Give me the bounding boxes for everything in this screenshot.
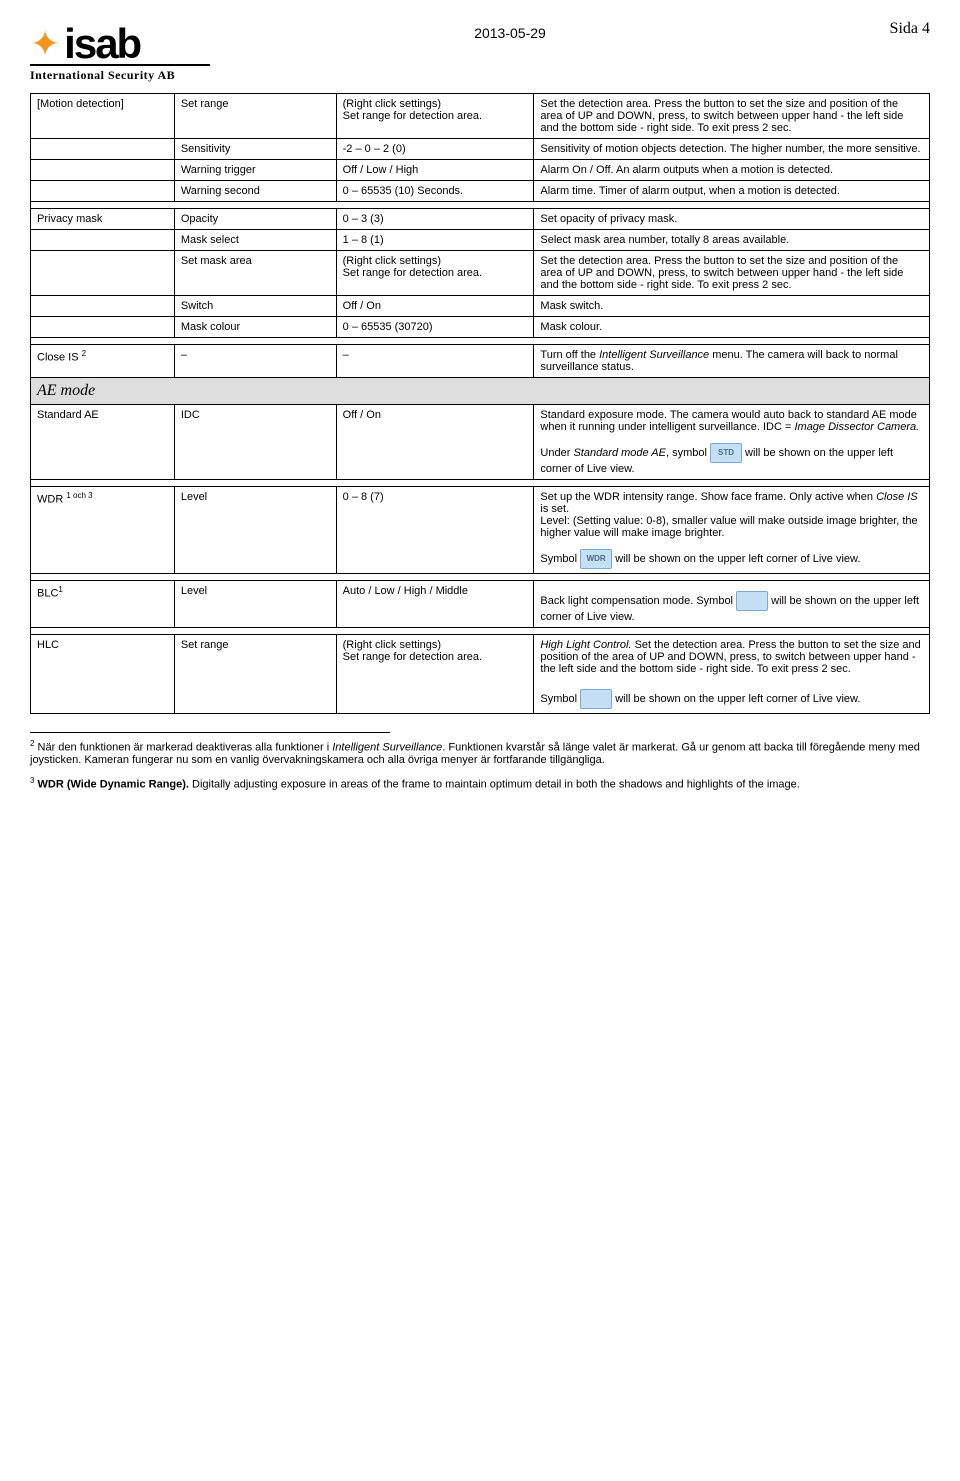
logo-text: isab: [64, 20, 140, 68]
cell: [31, 251, 175, 296]
spacer-row: [31, 202, 930, 209]
cell: Alarm On / Off. An alarm outputs when a …: [534, 160, 930, 181]
cell: Set mask area: [174, 251, 336, 296]
cell: 0 – 65535 (10) Seconds.: [336, 181, 534, 202]
cell: Back light compensation mode. Symbol wil…: [534, 581, 930, 628]
cell: HLC: [31, 635, 175, 714]
cell: Warning trigger: [174, 160, 336, 181]
logo: ✦ isab International Security AB: [30, 20, 210, 83]
cell: Standard AE: [31, 405, 175, 480]
cell: Switch: [174, 296, 336, 317]
cell: 0 – 3 (3): [336, 209, 534, 230]
cell: Mask colour.: [534, 317, 930, 338]
cell: [31, 160, 175, 181]
cell: -2 – 0 – 2 (0): [336, 139, 534, 160]
footnotes: 2 När den funktionen är markerad deaktiv…: [30, 739, 930, 790]
cell: –: [174, 345, 336, 378]
cell: Level: [174, 487, 336, 574]
header-page: Sida 4: [810, 20, 930, 38]
cell: [31, 230, 175, 251]
cell: [31, 296, 175, 317]
cell: Privacy mask: [31, 209, 175, 230]
cell: [31, 317, 175, 338]
cell: 0 – 65535 (30720): [336, 317, 534, 338]
star-icon: ✦: [30, 33, 60, 55]
blc-icon: [736, 591, 768, 611]
cell: Set range: [174, 94, 336, 139]
table-row: Switch Off / On Mask switch.: [31, 296, 930, 317]
cell: [Motion detection]: [31, 94, 175, 139]
cell: Alarm time. Timer of alarm output, when …: [534, 181, 930, 202]
header-date: 2013-05-29: [210, 20, 810, 41]
cell: (Right click settings) Set range for det…: [336, 251, 534, 296]
table-row: Privacy mask Opacity 0 – 3 (3) Set opaci…: [31, 209, 930, 230]
table-row: BLC1 Level Auto / Low / High / Middle Ba…: [31, 581, 930, 628]
cell: Mask switch.: [534, 296, 930, 317]
table-row: Mask select 1 – 8 (1) Select mask area n…: [31, 230, 930, 251]
cell: Mask select: [174, 230, 336, 251]
table-row: Mask colour 0 – 65535 (30720) Mask colou…: [31, 317, 930, 338]
spacer-row: [31, 338, 930, 345]
table-row: Close IS 2 – – Turn off the Intelligent …: [31, 345, 930, 378]
page-header: ✦ isab International Security AB 2013-05…: [30, 20, 930, 83]
spacer-row: [31, 628, 930, 635]
settings-table: [Motion detection] Set range (Right clic…: [30, 93, 930, 714]
cell: [31, 181, 175, 202]
spacer-row: [31, 574, 930, 581]
cell: Sensitivity of motion objects detection.…: [534, 139, 930, 160]
cell: IDC: [174, 405, 336, 480]
cell: BLC1: [31, 581, 175, 628]
table-row: HLC Set range (Right click settings) Set…: [31, 635, 930, 714]
cell: Turn off the Intelligent Surveillance me…: [534, 345, 930, 378]
cell: Set opacity of privacy mask.: [534, 209, 930, 230]
cell: Set up the WDR intensity range. Show fac…: [534, 487, 930, 574]
cell: Set range: [174, 635, 336, 714]
table-row: Warning trigger Off / Low / High Alarm O…: [31, 160, 930, 181]
cell: Set the detection area. Press the button…: [534, 94, 930, 139]
table-row: Standard AE IDC Off / On Standard exposu…: [31, 405, 930, 480]
cell: (Right click settings) Set range for det…: [336, 94, 534, 139]
cell: (Right click settings) Set range for det…: [336, 635, 534, 714]
cell: –: [336, 345, 534, 378]
cell: Select mask area number, totally 8 areas…: [534, 230, 930, 251]
cell: Sensitivity: [174, 139, 336, 160]
cell: High Light Control. Set the detection ar…: [534, 635, 930, 714]
cell: Auto / Low / High / Middle: [336, 581, 534, 628]
hlc-icon: [580, 689, 612, 709]
footnote-2: 2 När den funktionen är markerad deaktiv…: [30, 739, 930, 766]
cell: Off / Low / High: [336, 160, 534, 181]
cell: Standard exposure mode. The camera would…: [534, 405, 930, 480]
cell: 1 – 8 (1): [336, 230, 534, 251]
table-row: Warning second 0 – 65535 (10) Seconds. A…: [31, 181, 930, 202]
cell: Off / On: [336, 296, 534, 317]
cell: Mask colour: [174, 317, 336, 338]
std-icon: STD: [710, 443, 742, 463]
cell: Warning second: [174, 181, 336, 202]
table-row: Sensitivity -2 – 0 – 2 (0) Sensitivity o…: [31, 139, 930, 160]
cell: 0 – 8 (7): [336, 487, 534, 574]
cell: Close IS 2: [31, 345, 175, 378]
spacer-row: [31, 480, 930, 487]
cell: Level: [174, 581, 336, 628]
cell: Set the detection area. Press the button…: [534, 251, 930, 296]
table-row: [Motion detection] Set range (Right clic…: [31, 94, 930, 139]
table-row: WDR 1 och 3 Level 0 – 8 (7) Set up the W…: [31, 487, 930, 574]
table-row: Set mask area (Right click settings) Set…: [31, 251, 930, 296]
cell: WDR 1 och 3: [31, 487, 175, 574]
footnote-3: 3 WDR (Wide Dynamic Range). Digitally ad…: [30, 776, 930, 791]
cell: Opacity: [174, 209, 336, 230]
wdr-icon: WDR: [580, 549, 612, 569]
cell: [31, 139, 175, 160]
footnote-separator: [30, 732, 390, 739]
cell: Off / On: [336, 405, 534, 480]
section-header: AE mode: [31, 378, 930, 405]
